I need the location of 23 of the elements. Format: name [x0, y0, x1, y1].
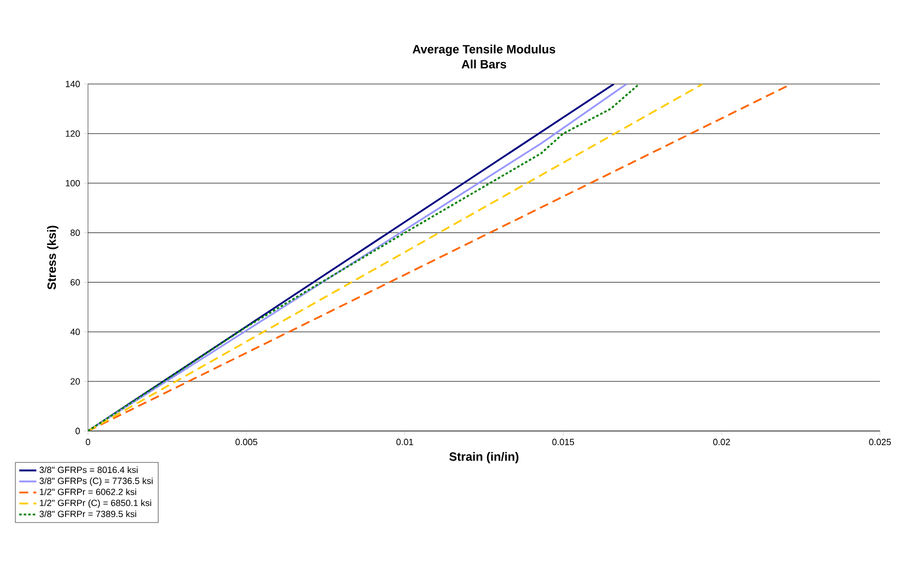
legend-label: 3/8" GFRPr = 7389.5 ksi — [40, 510, 136, 518]
legend-label: 3/8" GFRPs = 8016.4 ksi — [40, 466, 138, 474]
y-tick-label: 60 — [70, 279, 80, 286]
y-tick-label: 120 — [66, 130, 80, 137]
y-tick-label: 20 — [70, 378, 80, 385]
chart-title: Average Tensile Modulus — [412, 44, 556, 56]
x-axis-title: Strain (in/in) — [449, 452, 518, 464]
x-tick-label: 0.01 — [396, 438, 414, 446]
y-tick-label: 140 — [66, 80, 80, 88]
y-tick-label: 0 — [76, 428, 80, 434]
y-axis-title: Stress (ksi) — [47, 226, 58, 290]
y-tick-label: 80 — [70, 230, 80, 236]
chart-subtitle: All Bars — [462, 60, 506, 68]
x-tick-label: 0.025 — [869, 438, 891, 446]
y-tick-label: 100 — [66, 180, 80, 186]
x-tick-label: 0 — [86, 438, 90, 446]
x-tick-label: 0.02 — [713, 438, 730, 446]
y-tick-label: 40 — [70, 328, 80, 336]
legend-label: 3/8" GFRPs (C) = 7736.5 ksi — [40, 477, 153, 486]
legend-label: 1/2" GFRPr (C) = 6850.1 ksi — [40, 499, 152, 508]
x-tick-label: 0.005 — [235, 438, 258, 446]
legend-label: 1/2" GFRPr = 6062.2 ksi — [40, 488, 136, 496]
x-tick-label: 0.015 — [552, 438, 574, 446]
